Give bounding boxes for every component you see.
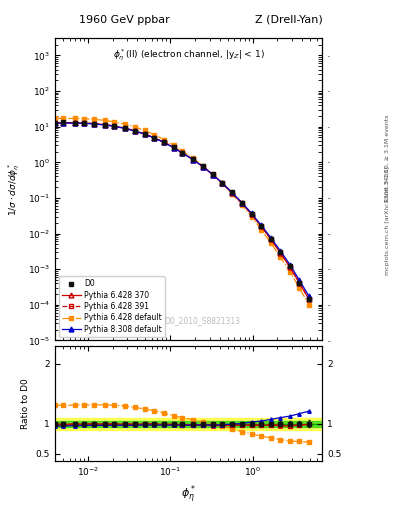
Text: mcplots.cern.ch [arXiv:1306.3436]: mcplots.cern.ch [arXiv:1306.3436] — [385, 166, 389, 274]
Text: D0_2010_S8821313: D0_2010_S8821313 — [164, 316, 240, 326]
Bar — [55, 420, 322, 426]
Y-axis label: Ratio to D0: Ratio to D0 — [21, 378, 30, 429]
Text: $\phi^*_\eta$(ll) (electron channel, |y$_Z$| < 1): $\phi^*_\eta$(ll) (electron channel, |y$… — [113, 48, 264, 63]
Legend: D0, Pythia 6.428 370, Pythia 6.428 391, Pythia 6.428 default, Pythia 8.308 defau: D0, Pythia 6.428 370, Pythia 6.428 391, … — [59, 276, 165, 337]
Text: Rivet 3.1.10, ≥ 3.1M events: Rivet 3.1.10, ≥ 3.1M events — [385, 115, 389, 202]
Bar — [55, 418, 322, 430]
Text: Z (Drell-Yan): Z (Drell-Yan) — [255, 14, 322, 25]
Text: 1960 GeV ppbar: 1960 GeV ppbar — [79, 14, 169, 25]
Y-axis label: $1/\sigma\cdot d\sigma/d\phi^*_\eta$: $1/\sigma\cdot d\sigma/d\phi^*_\eta$ — [7, 162, 22, 217]
X-axis label: $\phi^*_\eta$: $\phi^*_\eta$ — [181, 484, 196, 506]
